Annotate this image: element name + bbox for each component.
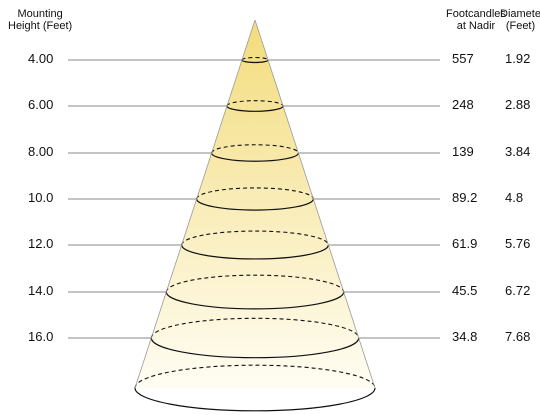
diameter-value: 1.92	[505, 51, 531, 66]
mounting-height-value: 8.00	[28, 144, 54, 159]
light-pool-ellipse	[181, 230, 329, 260]
footcandles-value: 248	[452, 97, 474, 112]
mounting-height-value: 4.00	[28, 51, 54, 66]
footcandles-value: 34.8	[452, 329, 478, 344]
footcandles-value: 61.9	[452, 236, 478, 251]
light-pool-ellipse	[196, 187, 314, 211]
light-pool-ellipse	[165, 274, 345, 310]
light-pool-ellipse	[241, 56, 269, 64]
light-cone	[135, 20, 375, 388]
diameter-value: 5.76	[505, 236, 531, 251]
diameter-header: Diamete (Feet)	[500, 8, 540, 32]
mounting-height-header: Mounting Height (Feet)	[8, 8, 73, 32]
diameter-value: 4.8	[505, 190, 524, 205]
cone-edge-right	[254, 19, 376, 389]
light-pool-ellipse	[211, 144, 299, 162]
cone-edge-left	[134, 19, 256, 389]
footcandles-value: 45.5	[452, 283, 478, 298]
mounting-height-value: 12.0	[28, 236, 54, 251]
mounting-height-value: 14.0	[28, 283, 54, 298]
mounting-height-value: 6.00	[28, 97, 54, 112]
light-pool-ellipse	[226, 100, 284, 112]
footcandles-value: 139	[452, 144, 474, 159]
footcandles-value: 89.2	[452, 190, 478, 205]
diameter-value: 2.88	[505, 97, 531, 112]
light-pool-ellipse	[134, 364, 376, 412]
mounting-height-value: 10.0	[28, 190, 54, 205]
footcandles-value: 557	[452, 51, 474, 66]
footcandles-header: Footcandles at Nadir	[446, 8, 506, 32]
diameter-value: 3.84	[505, 144, 531, 159]
diameter-value: 7.68	[505, 329, 531, 344]
light-pool-ellipse	[150, 317, 360, 359]
diameter-value: 6.72	[505, 283, 531, 298]
mounting-height-value: 16.0	[28, 329, 54, 344]
